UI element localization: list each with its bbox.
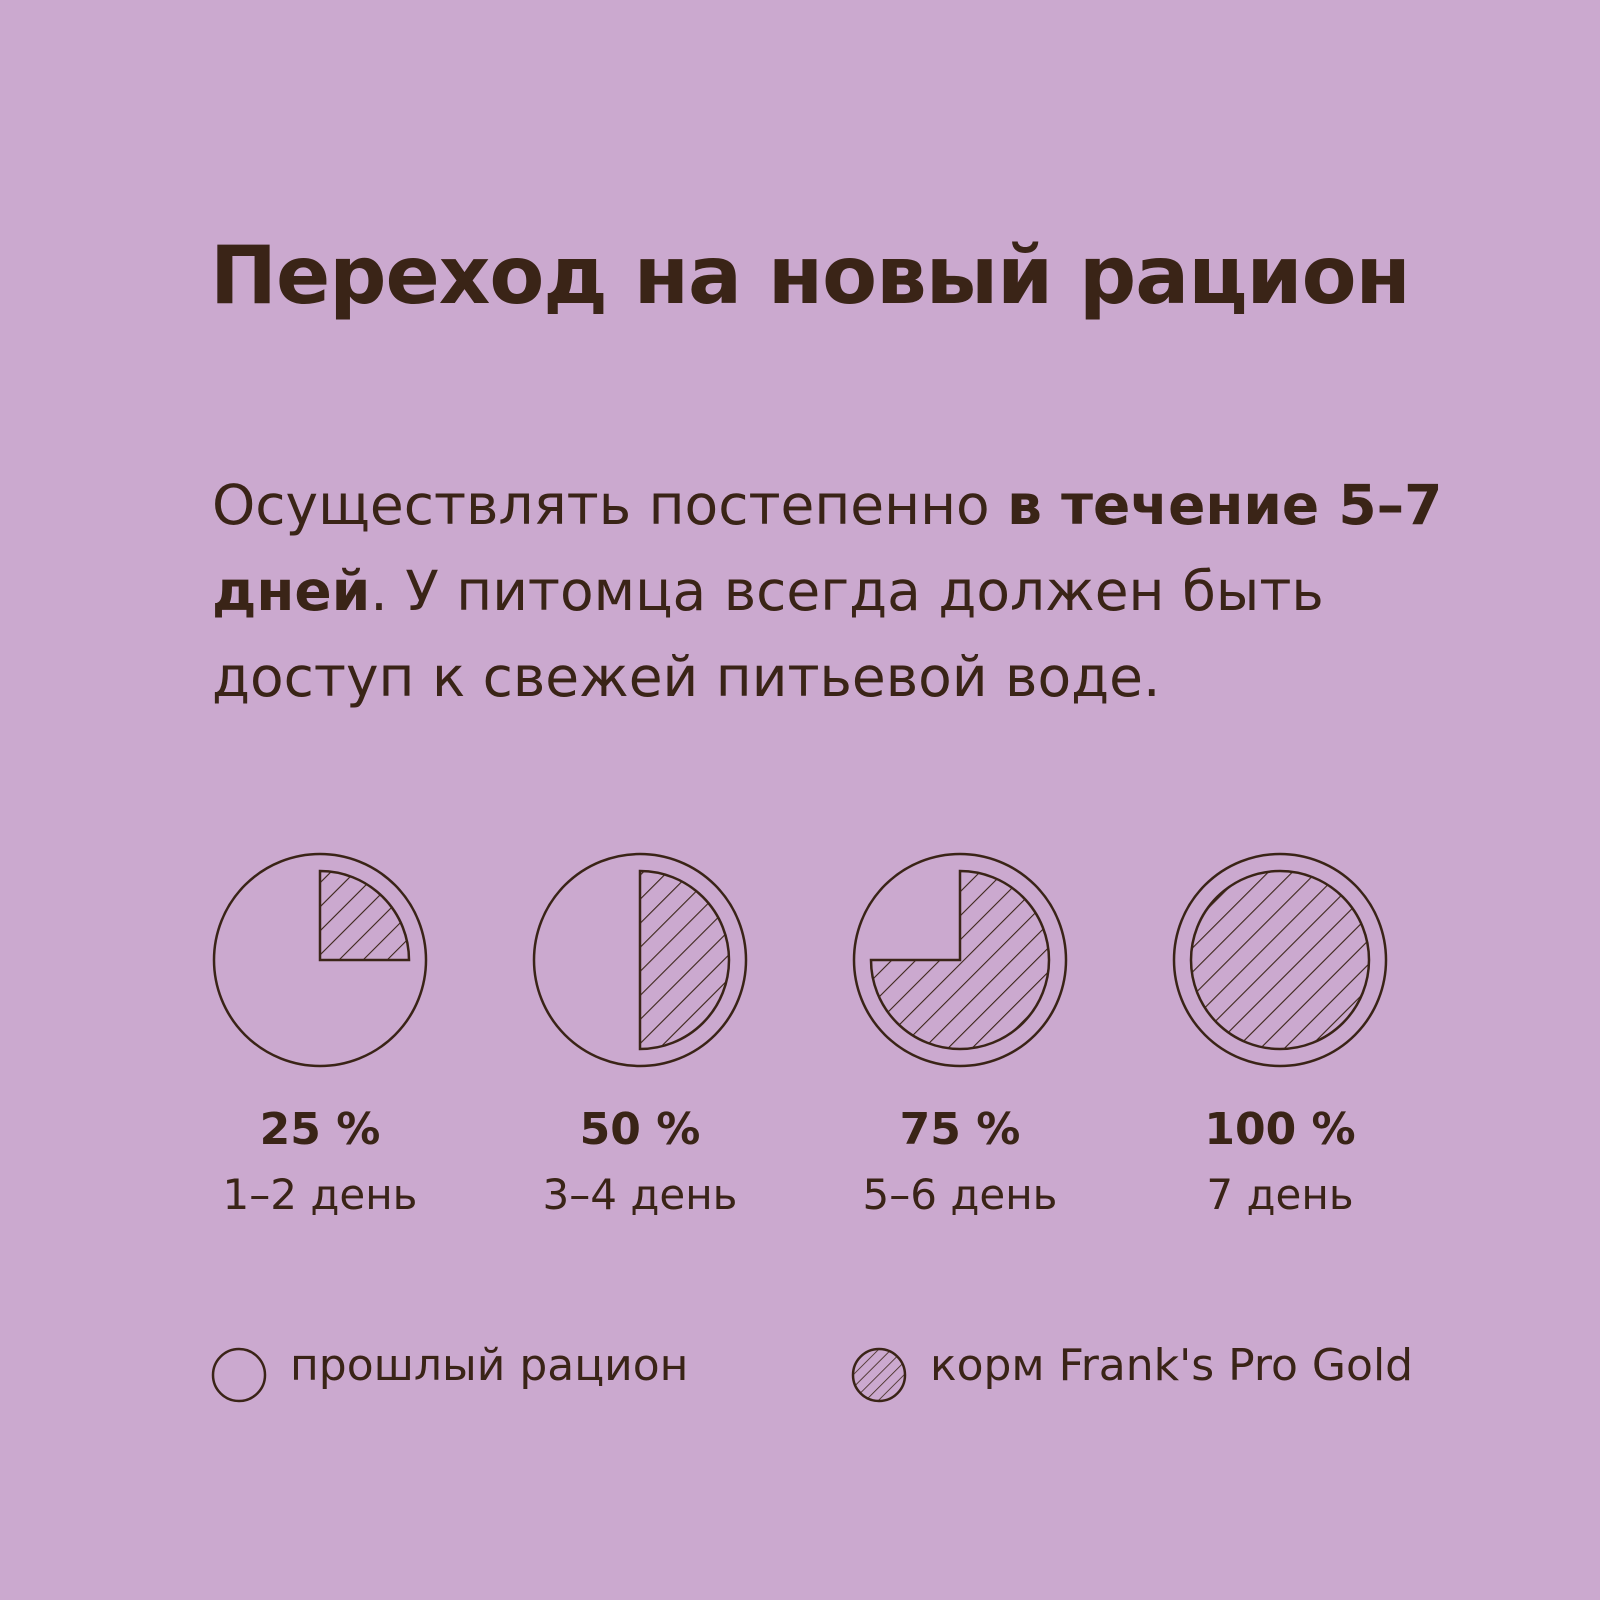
legend-old-diet-label: прошлый рацион xyxy=(290,1340,689,1391)
legend-new-food-icon xyxy=(851,1347,907,1403)
pie-1-outline xyxy=(212,852,428,1068)
pie-2-new-food-slice xyxy=(638,869,731,1051)
pie-1-percent-label: 25 % xyxy=(259,1104,381,1155)
legend-old-diet-icon xyxy=(211,1347,267,1403)
pie-3-outline xyxy=(852,852,1068,1068)
pie-3-new-food-slice xyxy=(869,869,1051,1051)
legend-new-food-label: корм Frank's Pro Gold xyxy=(930,1340,1414,1391)
intro-text-part2: . У питомца всегда должен быть доступ к … xyxy=(212,559,1324,709)
pie-2-percent-label: 50 % xyxy=(579,1104,701,1155)
pie-4-day-label: 7 день xyxy=(1206,1170,1354,1219)
pie-3-day-label: 5–6 день xyxy=(862,1170,1058,1219)
pie-2-day-label: 3–4 день xyxy=(542,1170,738,1219)
intro-text-part1: Осуществлять постепенно xyxy=(212,473,1008,537)
pie-4-outline xyxy=(1172,852,1388,1068)
intro-text-bold: в течение 5–7 дней xyxy=(212,473,1443,623)
page-title: Переход на новый рацион xyxy=(210,229,1411,322)
pie-4-new-food-slice xyxy=(1189,869,1371,1051)
pie-1-new-food-slice xyxy=(318,869,411,962)
pie-4-percent-label: 100 % xyxy=(1204,1104,1356,1155)
intro-text: Осуществлять постепенно в течение 5–7 дн… xyxy=(212,462,1462,720)
pie-1-day-label: 1–2 день xyxy=(222,1170,418,1219)
pie-2-outline xyxy=(532,852,748,1068)
pie-3-percent-label: 75 % xyxy=(899,1104,1021,1155)
